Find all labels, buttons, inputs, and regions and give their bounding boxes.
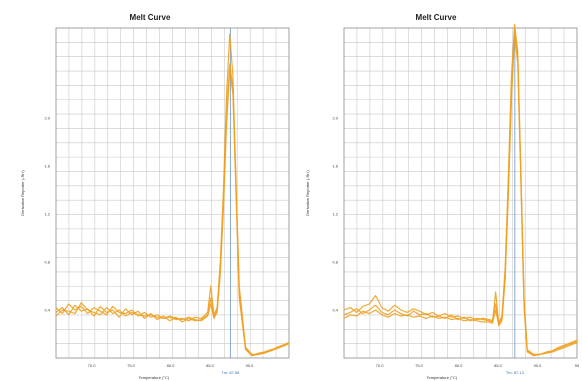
grid [56,28,289,358]
x-tick-label: 70.0 [376,363,385,368]
chart-panel-2: Melt Curve 0.4 0.8 1.2 1.6 2.0 70.0 75.0 80.0 85.… [305,13,580,380]
chart-panel-1: Melt Curve 0.4 0.8 1.2 1.6 2.0 70.0 75.0 80.0 85.… [20,13,290,380]
y-axis-label: Derivative Reporter (-Rn') [20,170,25,216]
x-tick-label: 75.0 [415,363,424,368]
x-tick-label: 90.0 [246,363,255,368]
x-tick-label: 95 [575,363,580,368]
y-tick-label: 0.4 [332,308,338,313]
y-tick-label: 0.8 [44,260,50,265]
grid [344,28,577,358]
y-tick-label: 2.0 [44,116,50,121]
x-tick-label: 90.0 [534,363,543,368]
tm-value-label: Tm: 87.58 [221,370,240,375]
plot-frame [55,27,290,359]
x-tick-label: 80.0 [167,363,176,368]
plot-frame [343,27,578,359]
melt-curve-series-2 [343,23,578,355]
chart-title: Melt Curve [130,13,171,22]
chart-title: Melt Curve [416,13,457,22]
x-axis-label: Temperature (°C) [427,375,458,380]
y-tick-label: 0.4 [44,308,50,313]
melt-curve-series-3 [343,33,578,357]
tm-value-label: Tm: 87.13 [506,370,525,375]
x-axis-label: Temperature (°C) [139,375,170,380]
y-tick-label: 1.2 [44,212,50,217]
y-tick-label: 1.2 [332,212,338,217]
y-tick-label: 0.8 [332,260,338,265]
x-tick-label: 85.0 [206,363,215,368]
x-tick-label: 80.0 [455,363,464,368]
y-tick-label: 1.6 [44,164,50,169]
y-tick-label: 2.0 [332,116,338,121]
x-tick-label: 85.0 [494,363,503,368]
x-tick-label: 75.0 [127,363,136,368]
x-tick-label: 70.0 [88,363,97,368]
melt-curve-series-3 [55,69,290,357]
y-axis-label: Derivative Reporter (-Rn') [305,170,310,216]
y-tick-label: 1.6 [332,164,338,169]
